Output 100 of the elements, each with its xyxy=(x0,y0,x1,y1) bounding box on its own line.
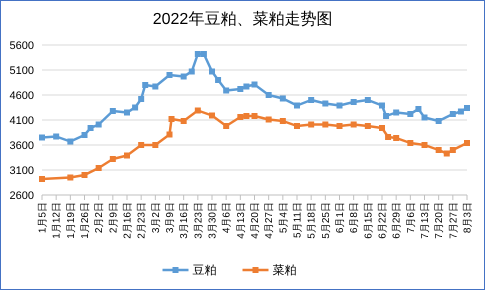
point xyxy=(110,108,116,114)
x-tick-label: 6月22日 xyxy=(378,202,388,239)
point xyxy=(138,142,144,148)
x-tick-label: 2月16日 xyxy=(122,202,134,239)
x-tick-label: 7月20日 xyxy=(434,202,446,239)
point xyxy=(82,132,88,138)
point xyxy=(383,113,390,119)
point xyxy=(124,152,130,158)
point xyxy=(322,122,328,128)
point xyxy=(194,108,201,114)
point xyxy=(379,102,385,108)
point xyxy=(322,100,328,106)
x-tick-label: 8月3日 xyxy=(462,202,474,234)
x-tick-label: 7月27日 xyxy=(448,202,460,239)
point xyxy=(393,135,400,141)
point xyxy=(166,132,172,138)
point xyxy=(243,113,250,119)
point xyxy=(415,106,422,112)
x-tick-label: 2月2日 xyxy=(94,202,106,234)
x-tick-label: 1月19日 xyxy=(66,202,77,239)
point xyxy=(209,68,215,74)
x-tick-label: 1月12日 xyxy=(52,202,63,239)
x-tick-label: 4月27日 xyxy=(264,202,276,239)
point xyxy=(450,147,456,153)
point xyxy=(194,51,201,57)
x-tick-label: 2月23日 xyxy=(136,202,148,239)
point xyxy=(53,134,60,140)
point xyxy=(82,172,88,178)
point xyxy=(308,122,314,128)
y-tick-label: 4600 xyxy=(10,90,34,102)
x-tick-label: 7月13日 xyxy=(420,202,431,239)
point xyxy=(350,122,357,128)
point xyxy=(444,150,450,156)
point xyxy=(96,165,102,171)
x-tick-label: 3月30日 xyxy=(208,202,218,239)
point xyxy=(223,123,230,129)
x-tick-label: 4月6日 xyxy=(222,202,233,234)
x-tick-label: 5月25日 xyxy=(320,202,332,239)
x-tick-label: 5月18日 xyxy=(306,202,318,239)
x-tick-label: 3月23日 xyxy=(193,202,204,239)
point xyxy=(152,84,158,90)
point xyxy=(280,96,286,102)
point xyxy=(110,156,116,162)
point xyxy=(223,88,230,94)
x-tick-label: 6月1日 xyxy=(335,202,346,234)
x-tick-label: 3月9日 xyxy=(165,202,176,234)
point xyxy=(138,96,144,102)
x-tick-label: 2月9日 xyxy=(108,202,120,234)
point xyxy=(436,118,442,124)
point xyxy=(407,111,414,117)
legend-label: 菜粕 xyxy=(272,263,296,278)
point xyxy=(166,72,172,78)
x-tick-label: 5月4日 xyxy=(278,202,290,234)
point xyxy=(350,99,357,105)
point xyxy=(243,84,250,90)
point xyxy=(280,118,286,124)
point xyxy=(294,123,300,129)
x-tick-label: 3月2日 xyxy=(150,202,162,234)
point xyxy=(379,125,385,131)
point xyxy=(88,125,94,131)
point xyxy=(124,110,130,116)
x-tick-label: 5月11日 xyxy=(292,202,304,238)
point xyxy=(336,102,342,108)
point xyxy=(67,174,74,180)
point xyxy=(67,138,74,144)
x-tick-label: 7月6日 xyxy=(406,202,417,234)
x-tick-label: 4月20日 xyxy=(250,202,261,239)
point xyxy=(464,105,470,111)
chart-title: 2022年豆粕、菜粕走势图 xyxy=(152,10,332,28)
point xyxy=(407,140,414,146)
point xyxy=(180,118,187,124)
point xyxy=(39,176,45,182)
point xyxy=(188,68,195,74)
point xyxy=(266,92,272,98)
point xyxy=(215,77,222,83)
x-tick-label: 6月15日 xyxy=(363,202,374,239)
point xyxy=(308,97,314,103)
point xyxy=(39,134,45,140)
point xyxy=(252,82,258,88)
point xyxy=(168,116,175,122)
point xyxy=(180,74,187,80)
point xyxy=(393,110,400,116)
point xyxy=(422,142,428,148)
point xyxy=(294,102,300,108)
point xyxy=(266,116,272,122)
y-tick-label: 4100 xyxy=(10,114,34,127)
x-tick-label: 3月16日 xyxy=(179,202,190,239)
point xyxy=(364,123,371,129)
point xyxy=(450,111,456,117)
y-tick-label: 5100 xyxy=(10,64,34,77)
x-tick-label: 1月26日 xyxy=(80,202,91,239)
point xyxy=(200,51,207,57)
legend-label: 豆粕 xyxy=(192,263,216,278)
point xyxy=(364,97,371,103)
point xyxy=(209,112,215,118)
y-tick-label: 5600 xyxy=(10,40,34,52)
point xyxy=(132,104,138,110)
y-tick-label: 3100 xyxy=(10,164,34,177)
point xyxy=(385,134,392,140)
x-tick-label: 6月29日 xyxy=(392,202,403,239)
